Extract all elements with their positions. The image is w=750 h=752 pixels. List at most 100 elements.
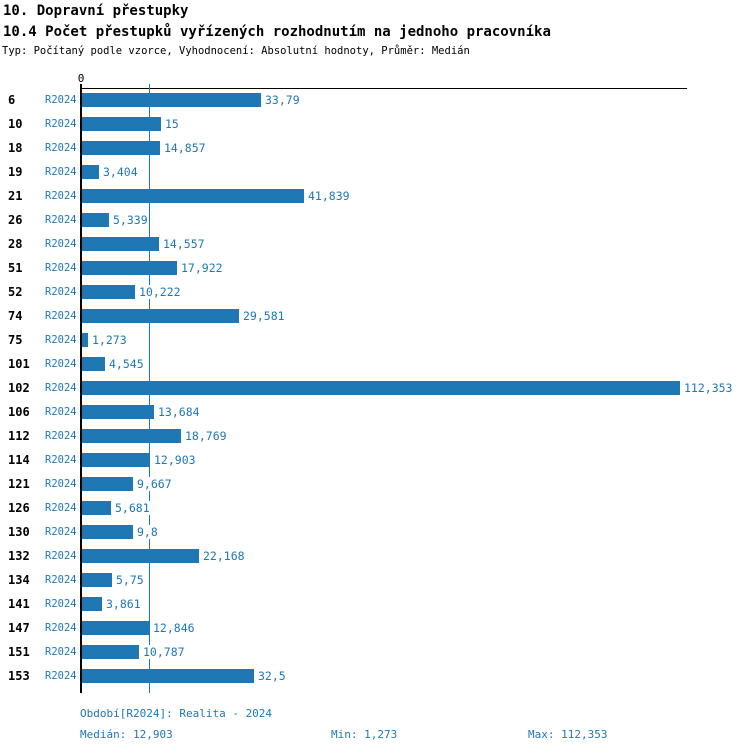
bar-row: 74 R2024 29,581 — [0, 309, 750, 323]
value-bar — [82, 429, 181, 443]
value-bar — [82, 213, 109, 227]
bar-row: 112 R2024 18,769 — [0, 429, 750, 443]
category-label: 18 — [8, 141, 23, 155]
value-label: 5,75 — [115, 573, 145, 587]
category-label: 74 — [8, 309, 23, 323]
bar-row: 52 R2024 10,222 — [0, 285, 750, 299]
value-label: 4,545 — [108, 357, 145, 371]
value-label: 9,8 — [136, 525, 159, 539]
bar-row: 130 R2024 9,8 — [0, 525, 750, 539]
period-label: R2024 — [45, 142, 77, 154]
value-label: 12,846 — [152, 621, 196, 635]
value-label: 14,857 — [163, 141, 207, 155]
category-label: 28 — [8, 237, 23, 251]
bar-row: 10 R2024 15 — [0, 117, 750, 131]
value-bar — [82, 93, 261, 107]
value-bar — [82, 525, 133, 539]
period-label: R2024 — [45, 94, 77, 106]
period-label: R2024 — [45, 166, 77, 178]
value-label: 3,404 — [102, 165, 139, 179]
value-bar — [82, 285, 135, 299]
bar-row: 19 R2024 3,404 — [0, 165, 750, 179]
period-label: R2024 — [45, 454, 77, 466]
axis-zero-label: 0 — [77, 72, 85, 85]
bar-row: 18 R2024 14,857 — [0, 141, 750, 155]
footer-median: Medián: 12,903 — [80, 728, 173, 741]
period-label: R2024 — [45, 262, 77, 274]
category-label: 114 — [8, 453, 30, 467]
bar-row: 26 R2024 5,339 — [0, 213, 750, 227]
value-label: 15 — [164, 117, 180, 131]
bar-row: 126 R2024 5,681 — [0, 501, 750, 515]
period-label: R2024 — [45, 502, 77, 514]
chart-meta-line: Typ: Počítaný podle vzorce, Vyhodnocení:… — [2, 45, 470, 57]
category-label: 147 — [8, 621, 30, 635]
value-bar — [82, 453, 150, 467]
value-bar — [82, 141, 160, 155]
value-bar — [82, 189, 304, 203]
value-label: 18,769 — [184, 429, 228, 443]
bar-row: 28 R2024 14,557 — [0, 237, 750, 251]
value-label: 13,684 — [157, 405, 201, 419]
bar-row: 51 R2024 17,922 — [0, 261, 750, 275]
category-label: 153 — [8, 669, 30, 683]
value-label: 112,353 — [683, 381, 734, 395]
category-label: 102 — [8, 381, 30, 395]
value-label: 9,667 — [136, 477, 173, 491]
value-label: 3,861 — [105, 597, 142, 611]
value-label: 17,922 — [180, 261, 224, 275]
value-label: 12,903 — [153, 453, 197, 467]
category-label: 151 — [8, 645, 30, 659]
value-bar — [82, 597, 102, 611]
bar-row: 134 R2024 5,75 — [0, 573, 750, 587]
period-label: R2024 — [45, 382, 77, 394]
value-label: 10,222 — [138, 285, 182, 299]
period-label: R2024 — [45, 286, 77, 298]
period-label: R2024 — [45, 550, 77, 562]
period-label: R2024 — [45, 118, 77, 130]
value-label: 5,681 — [114, 501, 151, 515]
value-bar — [82, 357, 105, 371]
value-bar — [82, 645, 139, 659]
category-label: 121 — [8, 477, 30, 491]
category-label: 130 — [8, 525, 30, 539]
value-bar — [82, 309, 239, 323]
category-label: 51 — [8, 261, 23, 275]
period-label: R2024 — [45, 334, 77, 346]
value-bar — [82, 669, 254, 683]
value-label: 32,5 — [257, 669, 287, 683]
value-label: 22,168 — [202, 549, 246, 563]
value-bar — [82, 573, 112, 587]
category-label: 75 — [8, 333, 23, 347]
period-label: R2024 — [45, 574, 77, 586]
value-bar — [82, 333, 88, 347]
bar-row: 132 R2024 22,168 — [0, 549, 750, 563]
bar-row: 141 R2024 3,861 — [0, 597, 750, 611]
category-label: 134 — [8, 573, 30, 587]
period-label: R2024 — [45, 214, 77, 226]
period-label: R2024 — [45, 310, 77, 322]
category-label: 141 — [8, 597, 30, 611]
value-label: 41,839 — [307, 189, 351, 203]
category-label: 52 — [8, 285, 23, 299]
footer-min: Min: 1,273 — [331, 728, 398, 741]
period-label: R2024 — [45, 430, 77, 442]
value-label: 14,557 — [162, 237, 206, 251]
bar-row: 102 R2024 112,353 — [0, 381, 750, 395]
bar-row: 21 R2024 41,839 — [0, 189, 750, 203]
value-bar — [82, 501, 111, 515]
period-label: R2024 — [45, 526, 77, 538]
category-label: 112 — [8, 429, 30, 443]
period-label: R2024 — [45, 622, 77, 634]
category-label: 101 — [8, 357, 30, 371]
y-axis-line — [80, 84, 82, 693]
bar-chart: 0 6 R2024 33,79 10 R2024 15 18 R2024 14,857 19 R20… — [0, 72, 750, 693]
period-label: R2024 — [45, 670, 77, 682]
value-label: 29,581 — [242, 309, 286, 323]
category-label: 21 — [8, 189, 23, 203]
value-bar — [82, 405, 154, 419]
value-label: 5,339 — [112, 213, 149, 227]
period-label: R2024 — [45, 238, 77, 250]
footer-max: Max: 112,353 — [528, 728, 608, 741]
value-bar — [82, 477, 133, 491]
